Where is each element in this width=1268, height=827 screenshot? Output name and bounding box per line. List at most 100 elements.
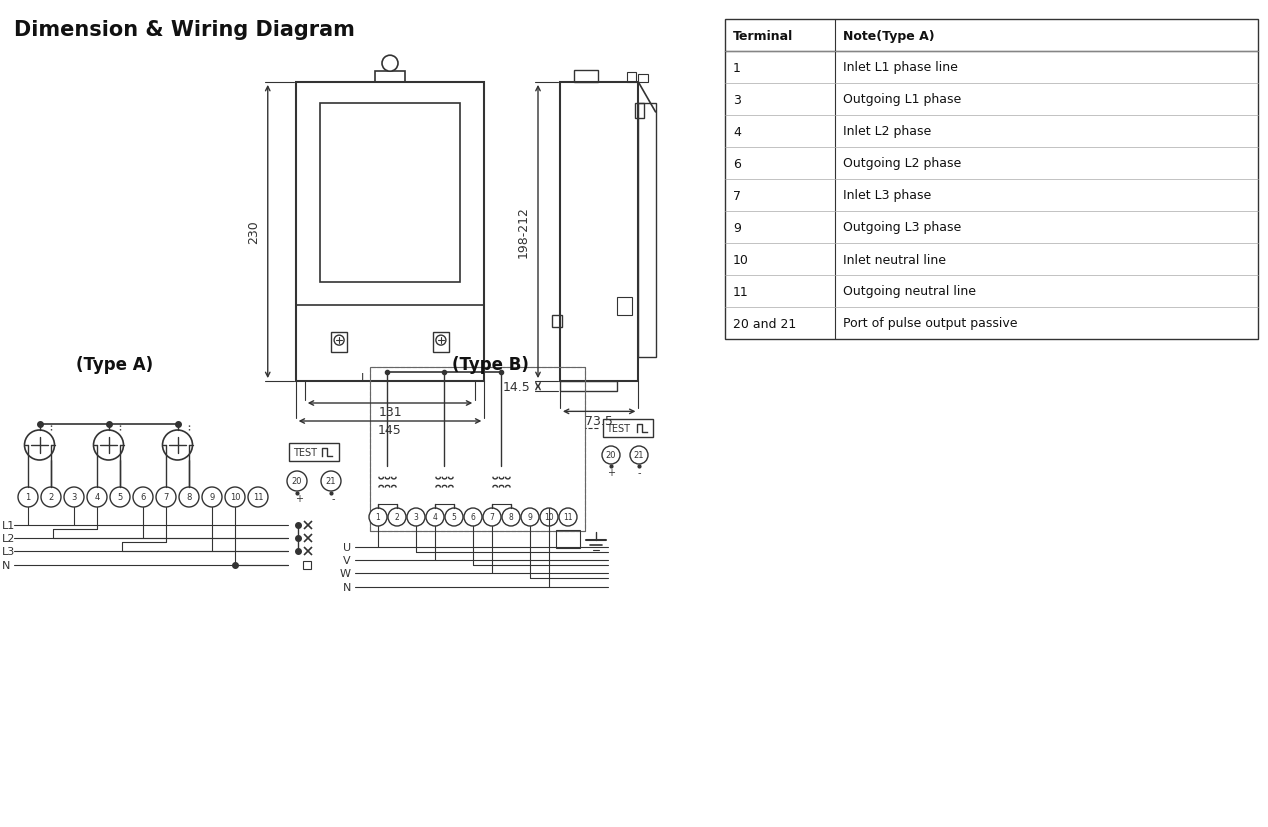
Bar: [604, 419, 653, 437]
Circle shape: [426, 509, 444, 526]
Text: (Type A): (Type A): [76, 356, 153, 374]
Text: 9: 9: [527, 513, 533, 522]
Text: L1: L1: [3, 520, 15, 530]
Text: 20 and 21: 20 and 21: [733, 317, 796, 330]
Bar: [725, 20, 1258, 340]
Text: I: I: [361, 372, 364, 383]
Text: V: V: [344, 555, 351, 566]
Circle shape: [133, 487, 153, 508]
Text: 21: 21: [634, 451, 644, 460]
Circle shape: [333, 336, 344, 346]
Text: 7: 7: [164, 493, 169, 502]
Text: 1: 1: [733, 61, 741, 74]
Circle shape: [369, 509, 387, 526]
Circle shape: [63, 487, 84, 508]
Text: 2: 2: [48, 493, 53, 502]
Circle shape: [407, 509, 425, 526]
Circle shape: [445, 509, 463, 526]
Bar: [626, 73, 637, 83]
Circle shape: [630, 447, 648, 465]
Text: 6: 6: [733, 157, 741, 170]
Text: L3: L3: [3, 547, 15, 557]
Text: W: W: [340, 568, 351, 578]
Bar: [574, 71, 598, 83]
Text: 14.5: 14.5: [502, 380, 530, 393]
Text: 11: 11: [252, 493, 264, 502]
Text: Inlet neutral line: Inlet neutral line: [843, 253, 946, 266]
Circle shape: [18, 487, 38, 508]
Bar: [560, 381, 618, 392]
Circle shape: [521, 509, 539, 526]
Text: 73.5: 73.5: [586, 414, 614, 428]
Text: 145: 145: [378, 424, 402, 437]
Text: 11: 11: [733, 285, 748, 299]
Text: Outgoing L2 phase: Outgoing L2 phase: [843, 157, 961, 170]
Text: 3: 3: [733, 93, 741, 107]
Text: 4: 4: [733, 126, 741, 138]
Text: 21: 21: [326, 477, 336, 486]
Circle shape: [382, 56, 398, 72]
Text: U: U: [342, 543, 351, 552]
Text: TEST: TEST: [606, 423, 630, 433]
Text: 9: 9: [209, 493, 214, 502]
Text: 5: 5: [118, 493, 123, 502]
Text: Outgoing L1 phase: Outgoing L1 phase: [843, 93, 961, 107]
Bar: [331, 332, 347, 352]
Text: 3: 3: [71, 493, 76, 502]
Circle shape: [249, 487, 268, 508]
Circle shape: [436, 336, 446, 346]
Text: 198-212: 198-212: [517, 206, 530, 258]
Text: -: -: [331, 494, 335, 504]
Text: Inlet L3 phase: Inlet L3 phase: [843, 189, 931, 203]
Text: 6: 6: [470, 513, 476, 522]
Text: 230: 230: [247, 220, 260, 244]
Text: 10: 10: [544, 513, 554, 522]
Bar: [618, 298, 631, 316]
Circle shape: [87, 487, 107, 508]
Text: L2: L2: [3, 533, 15, 543]
Text: TEST: TEST: [293, 447, 317, 457]
Bar: [555, 530, 579, 548]
Bar: [432, 332, 449, 352]
Circle shape: [559, 509, 577, 526]
Bar: [289, 443, 339, 461]
Text: 10: 10: [733, 253, 749, 266]
Text: 5: 5: [451, 513, 456, 522]
Bar: [303, 562, 311, 569]
Circle shape: [287, 471, 307, 491]
Circle shape: [224, 487, 245, 508]
Text: 8: 8: [508, 513, 514, 522]
Circle shape: [202, 487, 222, 508]
Bar: [560, 83, 638, 381]
Text: 1: 1: [25, 493, 30, 502]
Text: 11: 11: [563, 513, 573, 522]
Text: 7: 7: [733, 189, 741, 203]
Bar: [295, 83, 484, 381]
Text: Inlet L1 phase line: Inlet L1 phase line: [843, 61, 957, 74]
Circle shape: [24, 431, 55, 461]
Circle shape: [502, 509, 520, 526]
Text: N: N: [342, 582, 351, 592]
Text: +: +: [295, 494, 303, 504]
Bar: [321, 104, 460, 283]
Text: N: N: [3, 561, 10, 571]
Circle shape: [179, 487, 199, 508]
Text: 131: 131: [378, 406, 402, 419]
Bar: [634, 104, 644, 119]
Circle shape: [464, 509, 482, 526]
Text: Dimension & Wiring Diagram: Dimension & Wiring Diagram: [14, 20, 355, 40]
Text: 6: 6: [141, 493, 146, 502]
Text: +: +: [607, 467, 615, 477]
Text: 7: 7: [489, 513, 495, 522]
Bar: [375, 72, 404, 83]
Bar: [638, 104, 656, 357]
Text: 9: 9: [733, 222, 741, 234]
Text: Note(Type A): Note(Type A): [843, 30, 935, 42]
Bar: [553, 316, 562, 327]
Text: 1: 1: [375, 513, 380, 522]
Circle shape: [602, 447, 620, 465]
Circle shape: [162, 431, 193, 461]
Text: Inlet L2 phase: Inlet L2 phase: [843, 126, 931, 138]
Text: 3: 3: [413, 513, 418, 522]
Text: 10: 10: [230, 493, 240, 502]
